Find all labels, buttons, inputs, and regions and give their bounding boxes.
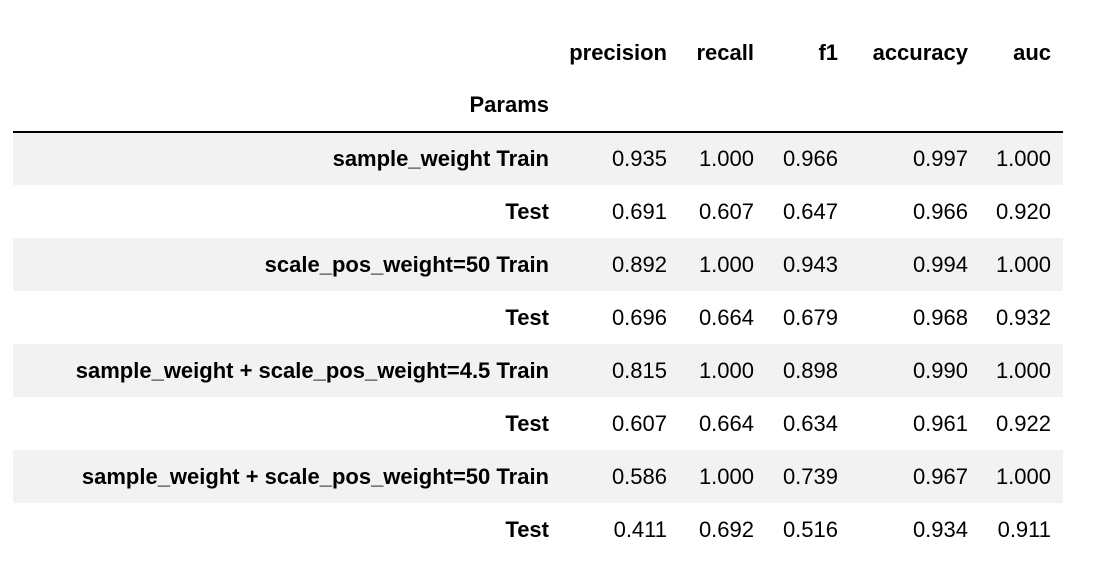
blank-header-cell [13,26,549,79]
cell-precision: 0.892 [611,251,667,277]
blank-header-cell [850,79,980,132]
row-split-label: Train [496,463,549,489]
cell-f1: 0.739 [782,463,838,489]
row-index-label: sample_weight Train [13,132,549,185]
column-header-precision: precision [569,39,667,65]
cell-precision: 0.411 [613,516,667,542]
cell-f1: 0.679 [782,304,838,330]
cell-precision: 0.607 [611,410,667,436]
cell-precision: 0.586 [611,463,667,489]
cell-recall: 1.000 [698,463,754,489]
cell-auc: 0.911 [997,516,1051,542]
cell-recall: 0.664 [698,410,754,436]
row-split-label: Train [496,357,549,383]
blank-header-cell [766,79,850,132]
cell-auc: 0.932 [995,304,1051,330]
blank-header-cell [549,79,679,132]
cell-f1: 0.898 [782,357,838,383]
cell-auc: 0.920 [995,198,1051,224]
blank-header-cell [679,79,766,132]
cell-f1: 0.647 [782,198,838,224]
column-header-auc: auc [1013,39,1051,65]
cell-recall: 0.607 [698,198,754,224]
cell-f1: 0.943 [782,251,838,277]
cell-recall: 1.000 [698,146,754,171]
row-split-label: Train [496,146,549,171]
column-header-row: precision recall f1 accuracy auc [13,26,1063,79]
cell-recall: 1.000 [698,357,754,383]
row-split-label: Test [505,198,549,224]
column-header-accuracy: accuracy [872,39,968,65]
table-body: sample_weight Train 0.935 1.000 0.966 0.997 1… [13,132,1063,556]
cell-f1: 0.516 [782,516,838,542]
table-row: scale_pos_weight=50 Train 0.892 1.000 0.943… [13,238,1063,291]
cell-precision: 0.815 [611,357,667,383]
cell-auc: 1.000 [995,251,1051,277]
cell-accuracy: 0.961 [912,410,968,436]
row-split-label: Test [505,516,549,542]
cell-accuracy: 0.934 [912,516,968,542]
row-index-label: scale_pos_weight=50 Train [13,238,549,291]
cell-f1: 0.634 [782,410,838,436]
cell-auc: 1.000 [995,357,1051,383]
cell-precision: 0.935 [611,146,667,171]
table-row: Test 0.607 0.664 0.634 0.961 0.922 [13,397,1063,450]
row-split-label: Test [505,304,549,330]
cell-auc: 0.922 [995,410,1051,436]
cell-precision: 0.696 [611,304,667,330]
cell-accuracy: 0.994 [912,251,968,277]
table-row: Test 0.691 0.607 0.647 0.966 0.920 [13,185,1063,238]
table-row: Test 0.696 0.664 0.679 0.968 0.932 [13,291,1063,344]
table-row: sample_weight Train 0.935 1.000 0.966 0.997 1… [13,132,1063,185]
row-group-label: sample_weight + scale_pos_weight=4.5 [75,357,491,383]
blank-header-cell [980,79,1063,132]
cell-recall: 0.692 [698,516,754,542]
row-index-label: Test [13,291,549,344]
column-header-recall: recall [696,39,755,65]
column-header-f1: f1 [818,39,838,65]
cell-auc: 1.000 [995,146,1051,171]
table-row: sample_weight + scale_pos_weight=50 Trai… [13,450,1063,503]
row-index-label: sample_weight + scale_pos_weight=4.5 Tra… [13,344,549,397]
row-group-label: sample_weight [332,146,491,171]
table-header: precision recall f1 accuracy auc Params [13,26,1063,132]
cell-accuracy: 0.968 [912,304,968,330]
index-name: Params [469,92,549,117]
row-index-label: Test [13,503,549,556]
cell-accuracy: 0.990 [912,357,968,383]
cell-auc: 1.000 [995,463,1051,489]
row-group-label: sample_weight + scale_pos_weight=50 [81,463,491,489]
row-index-label: Test [13,185,549,238]
cell-precision: 0.691 [611,198,667,224]
cell-recall: 0.664 [698,304,754,330]
cell-accuracy: 0.966 [912,198,968,224]
row-index-label: sample_weight + scale_pos_weight=50 Trai… [13,450,549,503]
cell-recall: 1.000 [698,251,754,277]
results-table: precision recall f1 accuracy auc Params … [13,26,1063,556]
index-name-row: Params [13,79,1063,132]
row-index-label: Test [13,397,549,450]
cell-accuracy: 0.997 [912,146,968,171]
table-row: Test 0.411 0.692 0.516 0.934 0.911 [13,503,1063,556]
table-row: sample_weight + scale_pos_weight=4.5 Tra… [13,344,1063,397]
row-split-label: Test [505,410,549,436]
dataframe-container: precision recall f1 accuracy auc Params … [13,26,1063,556]
cell-f1: 0.966 [782,146,838,171]
row-group-label: scale_pos_weight=50 [264,251,491,277]
row-split-label: Train [496,251,549,277]
cell-accuracy: 0.967 [912,463,968,489]
